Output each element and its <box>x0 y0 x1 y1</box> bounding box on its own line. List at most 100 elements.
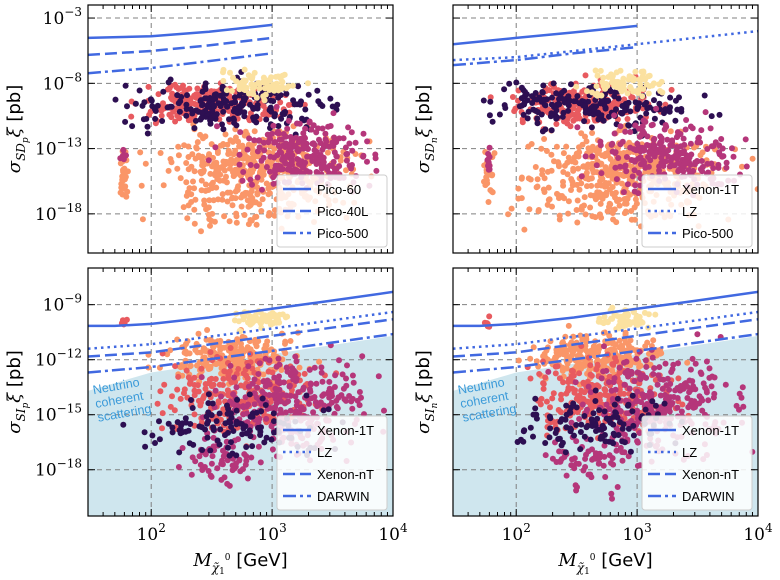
scatter-point <box>689 355 696 362</box>
scatter-point <box>700 380 707 387</box>
scatter-point <box>636 76 643 83</box>
legend-frame <box>276 174 388 248</box>
scatter-point <box>581 194 588 201</box>
scatter-point <box>233 157 240 163</box>
scatter-point <box>677 387 684 394</box>
scatter-point <box>601 85 608 92</box>
scatter-point <box>542 452 549 459</box>
scatter-point <box>324 149 331 156</box>
scatter-point <box>637 148 644 155</box>
scatter-point <box>624 116 631 122</box>
scatter-point <box>633 355 640 362</box>
scatter-point <box>675 360 681 367</box>
scatter-point <box>627 448 634 455</box>
scatter-point <box>632 88 639 95</box>
scatter-point <box>202 381 209 387</box>
scatter-point <box>567 409 574 416</box>
scatter-point <box>343 167 349 174</box>
scatter-point <box>642 406 649 413</box>
scatter-point <box>487 171 494 178</box>
scatter-point <box>640 157 647 164</box>
scatter-point <box>267 168 273 175</box>
scatter-point <box>250 199 257 206</box>
scatter-point <box>342 144 349 151</box>
scatter-point <box>120 421 127 428</box>
scatter-point <box>201 197 208 204</box>
scatter-point <box>547 425 554 432</box>
scatter-point <box>282 409 289 416</box>
scatter-point <box>202 385 209 392</box>
scatter-point <box>283 90 290 97</box>
scatter-point <box>611 112 618 119</box>
scatter-point <box>688 151 695 158</box>
scatter-point <box>682 126 689 133</box>
scatter-point <box>596 147 603 154</box>
scatter-point <box>692 360 699 367</box>
scatter-point <box>587 204 594 211</box>
scatter-point <box>287 407 294 414</box>
scatter-point <box>277 143 284 150</box>
scatter-point <box>607 156 614 162</box>
scatter-point <box>515 185 522 192</box>
scatter-point <box>240 425 247 432</box>
scatter-point <box>123 316 130 323</box>
scatter-point <box>624 90 631 97</box>
limit-curve-lz <box>88 310 393 350</box>
scatter-point <box>611 346 618 353</box>
scatter-point <box>359 353 366 360</box>
scatter-point <box>238 361 245 368</box>
y-tick-label: 10−15 <box>35 402 82 426</box>
scatter-point <box>619 438 626 445</box>
scatter-point <box>565 154 572 161</box>
scatter-point <box>626 385 633 392</box>
scatter-point <box>240 95 247 102</box>
scatter-point <box>183 101 190 108</box>
scatter-point <box>656 364 663 371</box>
scatter-point <box>253 221 260 228</box>
scatter-point <box>152 440 158 446</box>
scatter-point <box>248 454 255 461</box>
scatter-point <box>602 387 609 394</box>
scatter-point <box>542 102 549 109</box>
legend-label: LZ <box>682 445 697 460</box>
scatter-point <box>210 427 217 433</box>
scatter-point <box>251 69 258 76</box>
scatter-point <box>326 378 333 385</box>
scatter-point <box>350 379 357 386</box>
scatter-point <box>587 362 594 369</box>
scatter-point <box>157 107 164 114</box>
scatter-point <box>513 79 520 86</box>
scatter-point <box>534 120 541 127</box>
scatter-point <box>662 122 669 128</box>
scatter-point <box>300 384 307 391</box>
scatter-point <box>595 460 602 467</box>
scatter-point <box>594 72 601 79</box>
scatter-point <box>611 206 618 213</box>
scatter-point <box>598 426 605 433</box>
scatter-point <box>606 113 612 120</box>
scatter-point <box>249 75 255 82</box>
scatter-point <box>331 134 338 141</box>
scatter-point <box>554 363 561 370</box>
scatter-point <box>156 436 163 443</box>
scatter-point <box>233 384 240 391</box>
x-tick-label: 104 <box>378 521 408 545</box>
scatter-point <box>226 150 233 157</box>
scatter-point <box>184 215 191 222</box>
scatter-point <box>208 375 215 382</box>
scatter-point <box>302 159 309 166</box>
scatter-point <box>587 389 594 396</box>
scatter-point <box>559 340 566 347</box>
scatter-point <box>593 83 600 90</box>
scatter-point <box>231 119 238 126</box>
scatter-point <box>587 400 594 407</box>
scatter-point <box>241 451 248 458</box>
scatter-point <box>630 309 637 316</box>
scatter-point <box>666 386 673 393</box>
scatter-point <box>610 361 617 368</box>
scatter-point <box>649 398 656 405</box>
scatter-point <box>233 407 240 414</box>
scatter-point <box>606 406 613 413</box>
scatter-point <box>352 139 359 146</box>
scatter-point <box>299 115 305 122</box>
